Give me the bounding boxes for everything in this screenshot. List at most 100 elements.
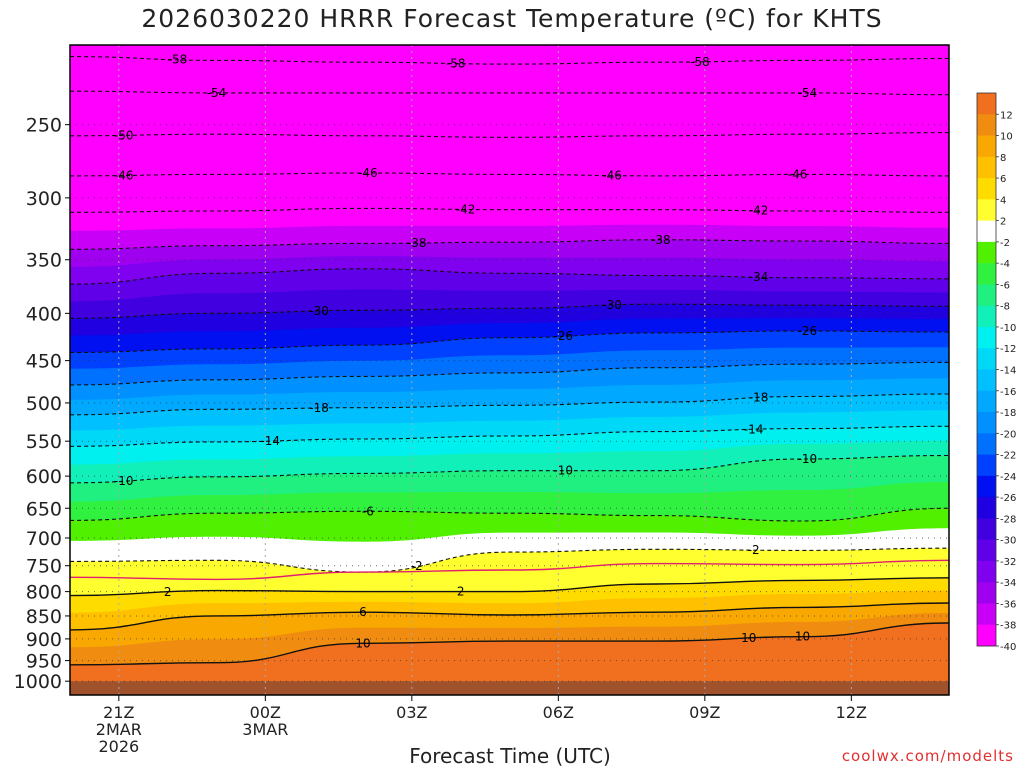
colorbar-label-2: 2 (1000, 217, 1006, 228)
colorbar-label-12: 12 (1000, 110, 1013, 121)
contour-label--42-0: -42 (456, 202, 476, 216)
temperature-fill-layer (70, 45, 949, 695)
x-axis-title: Forecast Time (UTC) (409, 744, 611, 768)
pressure-axis: 2503003504004505005506006507007508008509… (14, 115, 70, 693)
colorbar-label--4: -4 (1000, 259, 1010, 270)
colorbar-swatch-14 (977, 390, 996, 413)
contour-label-2-0: 2 (164, 585, 172, 599)
colorbar-swatch-23 (977, 582, 996, 604)
x-tick-label-21-0: 21Z (103, 703, 134, 722)
plot-frame (69, 44, 950, 696)
colorbar-label--20: -20 (1000, 429, 1016, 440)
colorbar-swatch-2 (977, 135, 996, 158)
colorbar-swatch-4 (977, 178, 996, 200)
colorbar-label-8: 8 (1000, 153, 1006, 164)
contour-label--46-0: -46 (114, 168, 134, 182)
contour-label--46-1: -46 (358, 166, 378, 180)
contour-label--10-0: -10 (114, 474, 134, 488)
contour-label--14-0: -14 (260, 434, 280, 448)
colorbar-swatch-13 (977, 369, 996, 392)
colorbar-swatch-8 (977, 263, 996, 285)
x-tick-label-33-0: 09Z (689, 703, 720, 722)
colorbar-swatch-25 (977, 624, 996, 647)
colorbar-label--30: -30 (1000, 536, 1016, 547)
colorbar-swatch-6 (977, 220, 996, 243)
colorbar-swatch-12 (977, 348, 996, 370)
colorbar-swatch-22 (977, 560, 996, 583)
y-tick-label-700: 700 (26, 528, 62, 550)
contour-line--34 (70, 268, 949, 285)
y-tick-label-450: 450 (26, 351, 62, 373)
credit-link[interactable]: coolwx.com/modelts (841, 747, 1014, 765)
contour-label--2-0: -2 (411, 559, 423, 573)
colorbar-swatch-15 (977, 412, 996, 434)
colorbar-label--14: -14 (1000, 366, 1016, 377)
contour-label--58-1: -58 (446, 57, 466, 71)
contour-line-2 (70, 577, 949, 597)
colorbar-label--26: -26 (1000, 493, 1016, 504)
colorbar-label-6: 6 (1000, 174, 1006, 185)
colorbar-label--8: -8 (1000, 302, 1010, 313)
contour-line-6 (70, 602, 949, 631)
y-tick-label-500: 500 (26, 393, 62, 415)
colorbar-label--18: -18 (1000, 408, 1016, 419)
colorbar-label--16: -16 (1000, 387, 1016, 398)
y-tick-label-800: 800 (26, 582, 62, 604)
contour-line-10 (70, 622, 949, 666)
ground-layer (70, 681, 949, 695)
y-tick-label-350: 350 (26, 250, 62, 272)
colorbar-swatch-19 (977, 497, 996, 519)
contour-label--26-1: -26 (798, 324, 818, 338)
y-tick-label-600: 600 (26, 466, 62, 488)
colorbar-label--34: -34 (1000, 578, 1016, 589)
y-tick-label-1000: 1000 (14, 671, 62, 693)
colorbar-swatch-9 (977, 284, 996, 307)
contour-label--18-0: -18 (309, 401, 329, 415)
colorbar-label--2: -2 (1000, 238, 1010, 249)
colorbar-label--6: -6 (1000, 280, 1010, 291)
colorbar-label--40: -40 (1000, 642, 1016, 653)
grid-layer (70, 45, 949, 695)
contour-label--46-2: -46 (602, 169, 622, 183)
chart-title: 2026030220 HRRR Forecast Temperature (ºC… (141, 4, 883, 33)
colorbar-swatch-5 (977, 199, 996, 222)
contour-label-2-1: 2 (457, 585, 465, 599)
contour-label--14-1: -14 (744, 422, 764, 436)
colorbar-label--36: -36 (1000, 599, 1016, 610)
colorbar-swatch-3 (977, 156, 996, 179)
contour-label-10-2: 10 (795, 630, 810, 644)
colorbar-label--24: -24 (1000, 472, 1016, 483)
colorbar-label--12: -12 (1000, 344, 1016, 355)
contour-label-6-0: 6 (359, 605, 367, 619)
x-tick-label-36-0: 12Z (836, 703, 867, 722)
colorbar-label-4: 4 (1000, 195, 1006, 206)
contour-line--2 (70, 547, 949, 573)
contour-label--2-1: -2 (748, 543, 760, 557)
contour-label--18-1: -18 (749, 391, 769, 405)
y-tick-label-650: 650 (26, 498, 62, 520)
contour-label-10-0: 10 (355, 636, 370, 650)
y-tick-label-850: 850 (26, 606, 62, 628)
colorbar-swatch-10 (977, 305, 996, 328)
y-tick-label-400: 400 (26, 303, 62, 325)
colorbar-swatch-17 (977, 454, 996, 477)
colorbar-label--38: -38 (1000, 621, 1016, 632)
x-tick-label-21-1: 2MAR (96, 720, 142, 739)
x-tick-label-27-0: 03Z (396, 703, 427, 722)
contour-label--58-2: -58 (690, 55, 710, 69)
colorbar-label--32: -32 (1000, 557, 1016, 568)
x-tick-label-24-1: 3MAR (242, 720, 288, 739)
colorbar-swatch-0 (977, 93, 996, 115)
colorbar-swatch-20 (977, 518, 996, 541)
colorbar-swatch-16 (977, 433, 996, 455)
x-tick-label-24-0: 00Z (250, 703, 281, 722)
contour-label--38-0: -38 (407, 236, 427, 250)
y-tick-label-300: 300 (26, 188, 62, 210)
x-tick-label-30-0: 06Z (543, 703, 574, 722)
colorbar-label--10: -10 (1000, 323, 1016, 334)
x-tick-label-21-2: 2026 (98, 737, 139, 756)
contour-label--10-1: -10 (553, 464, 573, 478)
y-tick-label-750: 750 (26, 556, 62, 578)
